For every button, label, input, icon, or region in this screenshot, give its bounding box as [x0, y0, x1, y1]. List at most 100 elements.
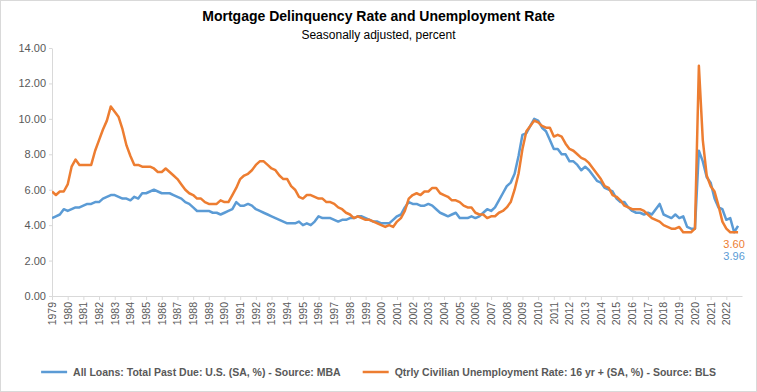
x-tick-label: 2017: [642, 302, 654, 326]
x-tick-label: 1979: [46, 302, 58, 326]
x-tick-label: 1992: [250, 302, 262, 326]
x-tick: 1987: [171, 296, 183, 325]
y-tick-mark: [49, 225, 52, 226]
x-tick: 1988: [187, 296, 199, 325]
y-tick-label: 14.00: [18, 42, 46, 54]
x-tick: 1989: [203, 296, 215, 325]
y-tick: 12.00: [18, 77, 52, 89]
x-tick-mark: [52, 296, 53, 300]
x-tick-mark: [428, 296, 429, 300]
y-tick: 6.00: [25, 184, 52, 196]
x-tick-label: 1994: [281, 302, 293, 326]
x-tick: 2018: [657, 296, 669, 325]
x-tick-label: 1998: [344, 302, 356, 326]
x-tick-label: 2019: [673, 302, 685, 326]
x-tick-mark: [491, 296, 492, 300]
y-axis-line: [52, 49, 53, 297]
x-tick: 1992: [250, 296, 262, 325]
x-tick: 2014: [595, 296, 607, 325]
legend-label: Qtrly Civilian Unemployment Rate: 16 yr …: [395, 366, 716, 378]
x-tick: 2007: [485, 296, 497, 325]
x-tick-label: 1985: [140, 302, 152, 326]
x-tick-mark: [303, 296, 304, 300]
series-line: [52, 119, 738, 232]
x-tick-label: 1993: [265, 302, 277, 326]
x-tick-mark: [256, 296, 257, 300]
x-tick-label: 1987: [171, 302, 183, 326]
x-tick-mark: [381, 296, 382, 300]
x-tick: 2022: [720, 296, 732, 325]
x-tick-label: 1981: [77, 302, 89, 326]
x-tick-mark: [711, 296, 712, 300]
x-tick-label: 1997: [328, 302, 340, 326]
x-tick-label: 2012: [563, 302, 575, 326]
x-tick-label: 1988: [187, 302, 199, 326]
x-tick: 2000: [375, 296, 387, 325]
x-tick-mark: [225, 296, 226, 300]
x-tick-label: 2010: [532, 302, 544, 326]
x-tick: 2008: [501, 296, 513, 325]
x-tick-label: 1995: [297, 302, 309, 326]
x-tick: 2001: [391, 296, 403, 325]
x-tick: 1980: [62, 296, 74, 325]
x-tick: 1997: [328, 296, 340, 325]
x-tick-label: 2022: [720, 302, 732, 326]
y-tick-mark: [49, 190, 52, 191]
x-tick-label: 2001: [391, 302, 403, 326]
x-tick: 2011: [548, 296, 560, 325]
x-tick-label: 2013: [579, 302, 591, 326]
chart: Mortgage Delinquency Rate and Unemployme…: [0, 0, 757, 392]
y-tick-mark: [49, 48, 52, 49]
x-tick: 2002: [407, 296, 419, 325]
x-tick-mark: [334, 296, 335, 300]
x-tick: 1998: [344, 296, 356, 325]
x-tick-label: 2007: [485, 302, 497, 326]
y-tick-mark: [49, 296, 52, 297]
chart-container: Mortgage Delinquency Rate and Unemployme…: [0, 0, 757, 392]
x-tick-label: 2020: [689, 302, 701, 326]
x-tick-label: 2015: [610, 302, 622, 326]
y-tick-label: 12.00: [18, 77, 46, 89]
x-tick-label: 2002: [407, 302, 419, 326]
x-tick: 1986: [156, 296, 168, 325]
x-tick-label: 2005: [454, 302, 466, 326]
x-tick: 1990: [218, 296, 230, 325]
x-tick: 2012: [563, 296, 575, 325]
legend-swatch: [363, 371, 389, 374]
x-tick-mark: [83, 296, 84, 300]
y-tick-mark: [49, 154, 52, 155]
x-tick-label: 2018: [657, 302, 669, 326]
y-tick: 14.00: [18, 42, 52, 54]
x-tick-mark: [648, 296, 649, 300]
x-tick-mark: [444, 296, 445, 300]
x-tick-mark: [570, 296, 571, 300]
x-tick-label: 1996: [312, 302, 324, 326]
x-tick-mark: [585, 296, 586, 300]
x-tick-label: 1982: [93, 302, 105, 326]
x-tick: 2019: [673, 296, 685, 325]
legend: All Loans: Total Past Due: U.S. (SA, %) …: [41, 366, 716, 378]
y-tick-mark: [49, 119, 52, 120]
end-label: 3.60: [723, 238, 744, 250]
x-tick-label: 2006: [469, 302, 481, 326]
legend-label: All Loans: Total Past Due: U.S. (SA, %) …: [73, 366, 341, 378]
y-axis: 0.002.004.006.008.0010.0012.0014.00: [18, 42, 52, 302]
title: Mortgage Delinquency Rate and Unemployme…: [202, 8, 555, 24]
x-tick: 2005: [454, 296, 466, 325]
x-tick-mark: [115, 296, 116, 300]
y-tick: 8.00: [25, 148, 52, 160]
x-tick-label: 2009: [516, 302, 528, 326]
x-tick-mark: [287, 296, 288, 300]
x-tick-mark: [146, 296, 147, 300]
y-tick-mark: [49, 83, 52, 84]
x-tick-label: 1999: [359, 302, 371, 326]
x-tick: 2009: [516, 296, 528, 325]
legend-item: All Loans: Total Past Due: U.S. (SA, %) …: [41, 366, 341, 378]
x-tick-label: 2008: [501, 302, 513, 326]
x-tick: 2015: [610, 296, 622, 325]
x-tick-label: 1990: [218, 302, 230, 326]
x-tick: 1985: [140, 296, 152, 325]
x-tick-mark: [68, 296, 69, 300]
y-tick-label: 2.00: [25, 255, 46, 267]
x-tick-mark: [319, 296, 320, 300]
